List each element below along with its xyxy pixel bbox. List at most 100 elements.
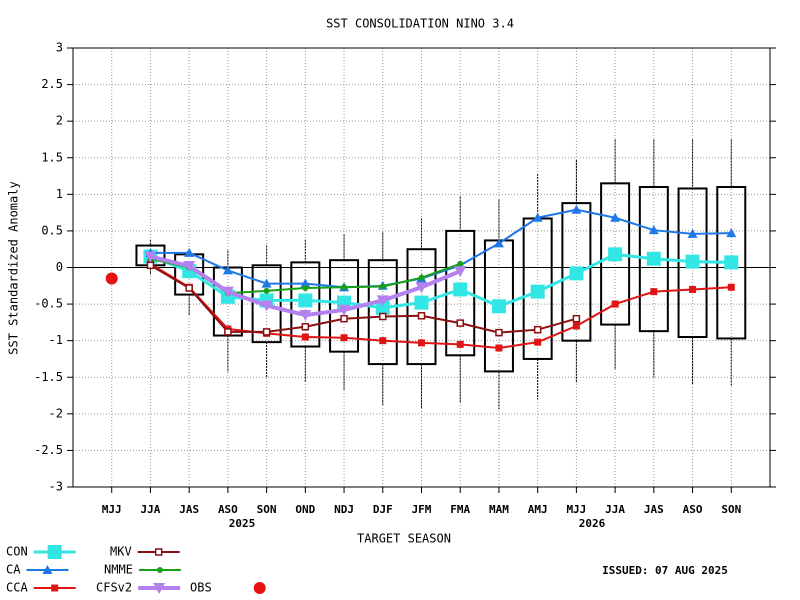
x-axis-label: TARGET SEASON [357,532,451,546]
series-marker [340,334,348,342]
series-marker [611,300,619,308]
series-marker [685,254,700,269]
series-marker [610,212,621,222]
series-marker [338,304,351,316]
series-marker [530,284,545,299]
y-tick-label: 3 [56,41,63,55]
series-marker [376,295,389,307]
series-marker [534,338,542,346]
series-marker [298,293,313,308]
box [251,264,282,344]
series-marker [648,225,659,235]
series-marker [646,251,661,266]
series-marker [379,337,387,345]
legend-label: CA [6,563,21,577]
x-tick-label: OND [295,503,315,516]
chart-title: SST CONSOLIDATION NINO 3.4 [326,17,514,31]
series-marker [727,283,735,291]
series-marker [571,204,582,214]
series-marker [184,247,195,257]
legend-marker [42,565,53,574]
y-tick-label: -1.5 [34,370,63,384]
series-marker [260,300,273,312]
series-marker [457,260,464,267]
y-axis-label: SST Standardized Anomaly [7,181,21,354]
series-marker [379,283,386,290]
series-marker [222,265,233,275]
series-marker [144,251,157,263]
series-marker [495,328,503,337]
series-marker [262,328,271,336]
series-marker [495,344,503,352]
series-marker [687,228,698,238]
box [367,259,398,366]
box [561,202,592,342]
series-line [149,264,577,334]
legend-marker [154,548,163,556]
series-marker [572,322,580,330]
box [290,261,321,348]
legend-label: CON [6,545,28,559]
series-marker [300,278,311,288]
legend-label: MKV [110,545,132,559]
x-tick-label: AMJ [528,503,548,516]
x-tick-label: DJF [373,503,393,516]
box [406,248,437,366]
y-tick-label: 1.5 [41,150,63,164]
x-tick-label: SON [721,503,741,516]
x-tick-label: JFM [412,503,432,516]
legend-marker [51,584,59,592]
box [600,182,631,326]
legend-marker [153,583,166,594]
series-marker [221,286,234,298]
x-tick-label: JAS [179,503,199,516]
x-tick-label: MAM [489,503,509,516]
issued-label: ISSUED: 07 AUG 2025 [602,564,728,577]
series-marker [146,261,155,270]
x-tick-label: FMA [450,503,470,516]
series-marker [533,325,542,334]
series-marker [414,295,429,310]
legend-marker [253,582,266,594]
series-marker [418,274,425,281]
series-marker [418,339,425,347]
x-tick-label: NDJ [334,503,354,516]
y-tick-label: -1 [49,333,63,347]
series-marker [379,312,387,321]
y-tick-label: -3 [49,480,63,494]
series-marker [375,300,390,315]
legend-marker [47,545,62,559]
series-marker [417,312,426,320]
x-tick-label: MJJ [566,503,586,516]
y-tick-label: -0.5 [34,297,63,311]
legend-marker [156,567,163,573]
series-marker [224,328,232,336]
series-marker [415,282,428,294]
series-marker [263,287,270,294]
series-marker [299,310,312,322]
y-tick-label: 2 [56,114,63,128]
series-marker [726,228,737,238]
series-marker [491,299,506,314]
series-marker [105,272,118,285]
y-tick-label: -2.5 [34,443,63,457]
series-line [150,208,732,289]
year-label: 2025 [229,517,256,530]
series-marker [341,284,348,291]
series-marker [454,266,467,278]
x-tick-label: JJA [141,503,161,516]
series-marker [340,314,348,323]
year-label: 2026 [579,517,606,530]
y-tick-label: -2 [49,406,63,420]
series-marker [456,340,464,348]
y-tick-label: 0 [56,260,63,274]
x-tick-label: SON [257,503,277,516]
y-tick-label: 0.5 [41,223,63,237]
series-marker [301,333,309,341]
series-marker [261,278,272,288]
series-marker [493,238,504,248]
legend-label: CFSv2 [96,581,132,595]
legend-label: CCA [6,581,28,595]
series-marker [183,261,196,273]
